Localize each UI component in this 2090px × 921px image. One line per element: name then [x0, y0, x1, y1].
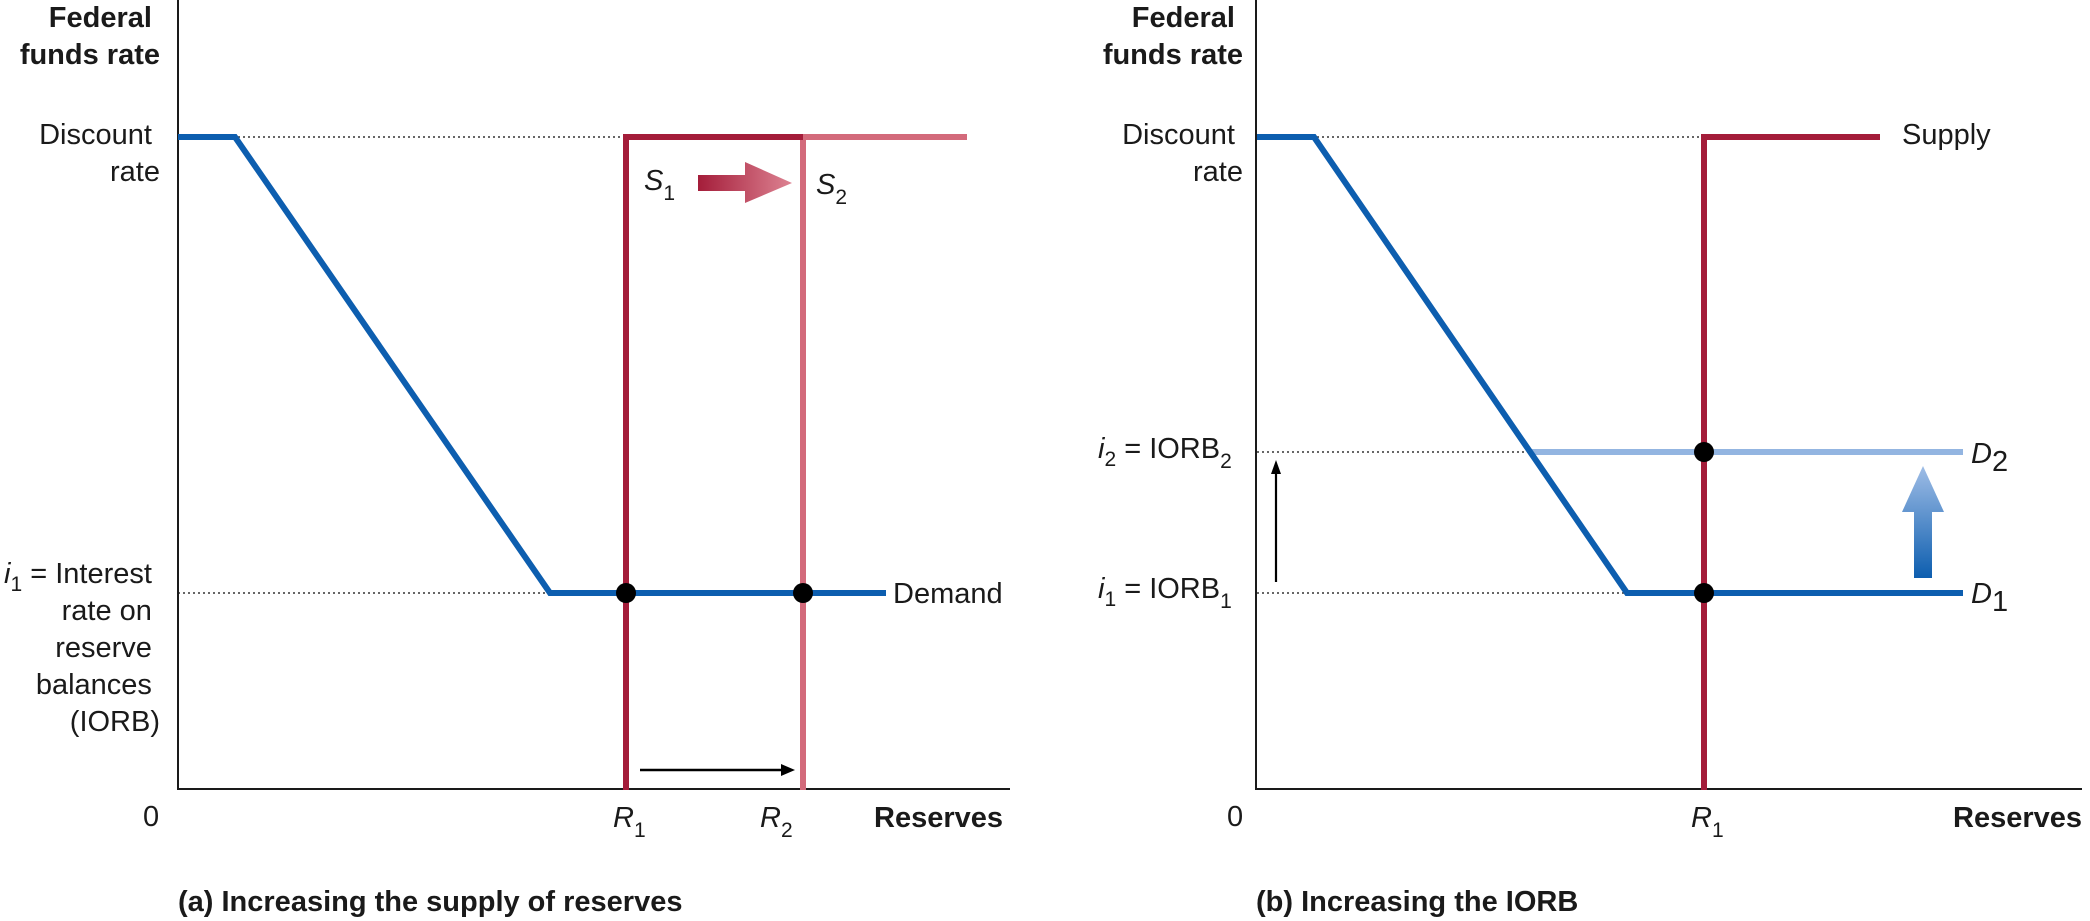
origin-label: 0 — [1227, 801, 1243, 833]
equilibrium-point-1 — [1694, 583, 1714, 603]
origin-label: 0 — [143, 801, 159, 833]
x-axis-title: Reserves — [874, 802, 1003, 834]
tick-label-r1: R1 — [613, 802, 646, 842]
supply-label-s1: S1 — [644, 165, 675, 205]
panel-a-caption: (a) Increasing the supply of reserves — [178, 886, 682, 918]
reserves-increase-arrowhead — [781, 764, 795, 776]
iorb2-label: i2 = IORB2 — [1098, 433, 1232, 473]
demand-label: Demand — [893, 578, 1003, 610]
discount-rate-label: Discount rate — [1122, 119, 1243, 188]
supply-curve-s2 — [800, 134, 967, 790]
supply-label-s2: S2 — [816, 169, 847, 209]
demand-curve-d1 — [1257, 134, 1963, 596]
demand-label-d1: D1 — [1971, 578, 2008, 618]
panel-b: Federal funds rate Discount rate i2 = IO… — [1098, 0, 2082, 918]
supply-shift-arrow — [698, 162, 792, 203]
iorb-label: i1 = Interest rate on reserve balances (… — [4, 558, 160, 738]
discount-rate-label: Discount rate — [39, 119, 160, 188]
tick-label-r1: R1 — [1691, 802, 1724, 842]
iorb1-label: i1 = IORB1 — [1098, 573, 1232, 613]
equilibrium-point-2 — [1694, 442, 1714, 462]
panel-a: Federal funds rate Discount rate i1 = In… — [4, 0, 1010, 918]
supply-curve-s1 — [623, 134, 803, 790]
demand-label-d2: D2 — [1971, 438, 2008, 478]
tick-label-r2: R2 — [760, 802, 793, 842]
supply-label: Supply — [1902, 119, 1991, 151]
panel-b-caption: (b) Increasing the IORB — [1256, 886, 1578, 918]
demand-shift-arrow — [1902, 466, 1944, 578]
rate-increase-arrowhead — [1271, 460, 1281, 474]
y-axis-title: Federal funds rate — [1103, 2, 1243, 71]
supply-curve — [1701, 134, 1880, 790]
equilibrium-point-2 — [793, 583, 813, 603]
equilibrium-point-1 — [616, 583, 636, 603]
x-axis-title: Reserves — [1953, 802, 2082, 834]
demand-curve — [178, 134, 886, 596]
y-axis-title: Federal funds rate — [20, 2, 160, 71]
